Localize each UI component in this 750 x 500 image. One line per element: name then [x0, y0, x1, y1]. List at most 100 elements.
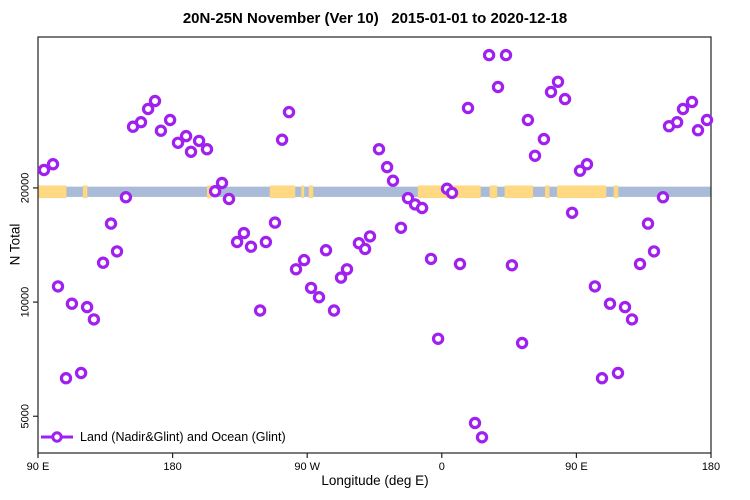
data-point — [685, 95, 699, 109]
data-point — [304, 281, 318, 295]
data-point — [141, 102, 155, 116]
data-point — [499, 48, 513, 62]
data-point — [74, 366, 88, 380]
map-band-land — [308, 185, 314, 199]
data-point — [327, 304, 341, 317]
data-point — [126, 120, 140, 133]
data-point — [289, 263, 303, 276]
data-point — [148, 94, 162, 108]
data-point — [573, 164, 587, 177]
data-point — [588, 280, 602, 293]
legend-marker-icon — [41, 431, 73, 443]
data-point — [230, 235, 244, 249]
data-point — [595, 372, 609, 385]
data-point — [700, 113, 714, 127]
data-point — [119, 190, 133, 204]
data-point — [184, 145, 198, 158]
x-tick-label: 180 — [702, 461, 720, 473]
data-point — [334, 271, 348, 284]
data-point — [461, 101, 475, 115]
data-point — [275, 133, 289, 146]
data-point — [656, 190, 670, 204]
data-point — [431, 332, 445, 345]
data-point — [691, 123, 705, 137]
data-point — [475, 431, 489, 444]
data-point — [312, 291, 326, 304]
data-point — [633, 257, 647, 271]
data-point — [647, 245, 661, 258]
data-point — [394, 221, 408, 234]
x-tick-label: 90 W — [294, 461, 320, 473]
data-point — [59, 372, 73, 385]
data-point — [528, 149, 542, 162]
x-tick-label: 90 E — [27, 461, 50, 473]
legend: Land (Nadir&Glint) and Ocean (Glint) — [40, 428, 286, 446]
data-point — [222, 192, 236, 206]
data-point — [544, 85, 558, 99]
data-point — [253, 304, 267, 317]
data-point — [65, 297, 79, 310]
map-band-land — [38, 185, 67, 199]
x-axis-title: Longitude (deg E) — [321, 473, 429, 488]
data-point — [171, 136, 185, 149]
data-point — [46, 157, 60, 171]
data-point — [340, 263, 354, 276]
chart-title: 20N-25N November (Ver 10) 2015-01-01 to … — [182, 10, 568, 27]
data-point — [515, 336, 529, 350]
data-point — [505, 259, 519, 272]
data-point — [80, 300, 94, 314]
plot-frame — [37, 36, 712, 454]
data-point — [662, 119, 676, 133]
legend-label: Land (Nadir&Glint) and Ocean (Glint) — [80, 430, 286, 444]
data-point — [363, 230, 377, 243]
y-tick-label: 10000 — [20, 287, 32, 318]
data-point — [215, 176, 229, 190]
data-point — [110, 245, 124, 258]
map-band-ocean — [38, 186, 711, 197]
data-point — [104, 217, 118, 230]
y-tick-label: 20000 — [20, 173, 32, 204]
data-point — [319, 243, 333, 257]
data-point — [87, 313, 101, 326]
data-point — [453, 257, 467, 271]
data-point — [259, 235, 273, 249]
data-point — [282, 105, 296, 119]
data-point — [372, 142, 386, 156]
y-tick-label: 5000 — [20, 404, 32, 428]
data-point — [358, 242, 372, 256]
map-band-land — [556, 185, 607, 199]
data-point — [482, 48, 496, 62]
data-point — [551, 75, 565, 89]
data-point — [163, 113, 177, 127]
map-band-land — [269, 185, 296, 199]
data-point — [618, 300, 632, 314]
data-point — [521, 113, 535, 127]
data-point — [611, 366, 625, 380]
map-band-land — [301, 185, 305, 199]
data-point — [37, 163, 51, 177]
map-band-land — [613, 185, 619, 199]
data-point — [537, 132, 551, 146]
data-point — [565, 206, 579, 219]
data-point — [179, 129, 193, 143]
data-point — [380, 160, 394, 174]
map-band-land — [544, 185, 550, 199]
map-band-land — [82, 185, 88, 199]
data-point — [676, 102, 690, 116]
data-point — [268, 216, 282, 229]
data-point — [96, 256, 110, 269]
data-point — [424, 252, 438, 266]
data-point — [200, 142, 214, 156]
data-point — [192, 134, 206, 148]
data-point — [580, 157, 594, 171]
data-point — [297, 253, 311, 267]
data-point — [244, 240, 258, 253]
data-point — [415, 201, 429, 215]
data-point — [208, 184, 222, 198]
data-point — [237, 226, 251, 240]
map-band-land — [504, 185, 534, 199]
data-point — [558, 92, 572, 106]
data-point — [641, 217, 655, 230]
